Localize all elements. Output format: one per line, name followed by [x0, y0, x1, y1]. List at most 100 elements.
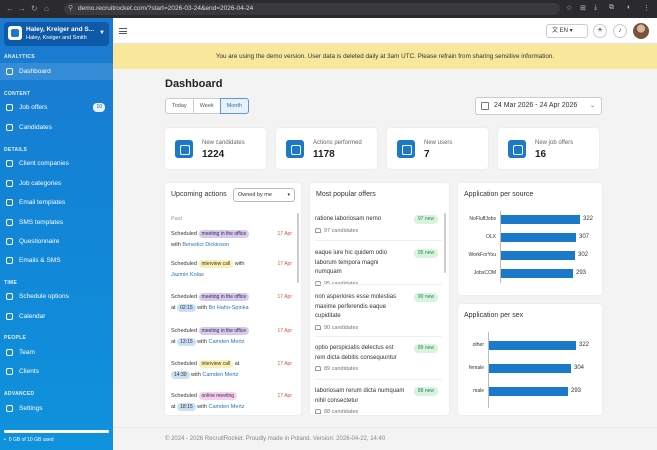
- language-label: EN: [559, 28, 569, 34]
- offer-item[interactable]: laboriosam rerum dicta numquam nihil con…: [315, 387, 440, 415]
- bookmark-icon[interactable]: ☆: [566, 5, 573, 12]
- action-item: Scheduled meeting in the office at 13:15…: [171, 326, 295, 348]
- offer-item[interactable]: non asperiores esse molestias maxime per…: [315, 293, 440, 333]
- forward-icon[interactable]: →: [18, 4, 26, 13]
- owner-filter-select[interactable]: Owned by me ▾: [233, 188, 295, 202]
- extensions-icon[interactable]: ⧉: [609, 4, 614, 11]
- divider: [315, 379, 442, 380]
- sidebar-item-clients[interactable]: Clients: [0, 363, 113, 380]
- download-icon[interactable]: ⤓: [594, 4, 598, 11]
- scrollbar[interactable]: [297, 213, 299, 283]
- candidate-link[interactable]: Camden Mertz: [208, 404, 245, 410]
- back-icon[interactable]: ←: [6, 4, 14, 13]
- stat-label: New users: [424, 140, 453, 146]
- chart-bar[interactable]: [489, 387, 568, 396]
- stat-value: 1178: [313, 149, 335, 160]
- action-type-pill: online meeting: [198, 392, 238, 400]
- candidate-link[interactable]: Camden Mertz: [202, 372, 239, 378]
- sidebar-item-team[interactable]: Team: [0, 344, 113, 361]
- date-range-picker[interactable]: 24 Mar 2026 - 24 Apr 2026 ⌄: [475, 97, 602, 115]
- sidebar: Haley, Kreiger and S... Haley, Kreiger a…: [0, 18, 113, 450]
- calendar-icon: [6, 313, 13, 320]
- action-text: with: [197, 404, 207, 410]
- candidate-link[interactable]: Camden Mertz: [208, 339, 245, 345]
- theme-toggle-sun-icon[interactable]: ☀: [593, 24, 607, 38]
- range-today-button[interactable]: Today: [165, 98, 194, 114]
- sidebar-item-questionnaire[interactable]: Questionnaire: [0, 233, 113, 250]
- address-bar[interactable]: ⚲ demo.recruitrocket.com/?start=2026-03-…: [64, 3, 560, 15]
- offer-item[interactable]: eaque iure hic quidem odio laborum tempo…: [315, 249, 440, 289]
- candidate-link[interactable]: Bo Hahn-Spinka: [208, 305, 249, 311]
- sidebar-item-emails-sms[interactable]: Emails & SMS: [0, 252, 113, 269]
- offer-item[interactable]: optio perspiciatis delectus est rem dict…: [315, 344, 440, 375]
- sidebar-item-email-templates[interactable]: Email templates: [0, 194, 113, 211]
- chart-bar[interactable]: [489, 341, 576, 350]
- dashboard-icon: [6, 68, 13, 75]
- sidebar-item-job-offers[interactable]: Job offers 10: [0, 99, 113, 116]
- sidebar-item-schedule-options[interactable]: Schedule options: [0, 288, 113, 305]
- applications-per-source-panel: Application per source NoFluffJobs 322 OLX…: [458, 183, 602, 295]
- user-avatar[interactable]: [633, 23, 649, 39]
- offer-item[interactable]: ratione laboriosam nemo 97 new 97 candid…: [315, 215, 440, 236]
- scrollbar[interactable]: [444, 213, 446, 273]
- candidate-link[interactable]: Jazmin Kolas: [171, 272, 204, 278]
- candidate-link[interactable]: Benedict Dickinson: [182, 242, 230, 248]
- org-name: Haley, Kreiger and S...: [26, 26, 95, 33]
- sidebar-item-sms-templates[interactable]: SMS templates: [0, 214, 113, 231]
- storage-usage: ▪ 0 GB of 10 GB used: [4, 430, 109, 443]
- chart-bar[interactable]: [489, 364, 571, 373]
- org-logo: [8, 26, 22, 40]
- sidebar-item-dashboard[interactable]: Dashboard: [0, 63, 113, 80]
- sidebar-item-calendar[interactable]: Calendar: [0, 308, 113, 325]
- profile-icon[interactable]: ◐: [627, 4, 632, 11]
- chart-bar[interactable]: [501, 215, 580, 224]
- sidebar-item-label: Settings: [19, 405, 43, 412]
- hamburger-menu-icon[interactable]: [119, 28, 127, 34]
- action-text: at: [171, 404, 176, 410]
- chart-bar[interactable]: [501, 233, 576, 242]
- range-month-button[interactable]: Month: [219, 98, 249, 114]
- stat-card-new-job-offers: New job offers 16: [498, 128, 599, 169]
- chat-icon: [6, 219, 13, 226]
- new-count-badge: 88 new: [413, 387, 438, 396]
- range-toggle: Today Week Month: [165, 98, 249, 114]
- envelope-icon: [6, 257, 13, 264]
- site-info-icon[interactable]: ⚲: [68, 5, 74, 12]
- chart-bar[interactable]: [501, 251, 575, 260]
- sidebar-item-candidates[interactable]: Candidates: [0, 119, 113, 136]
- chart-value-label: 293: [576, 270, 587, 276]
- add-user-icon: [175, 140, 193, 158]
- gear-icon: [6, 405, 13, 412]
- chart-value-label: 293: [571, 388, 582, 394]
- translate-icon[interactable]: ⊞: [580, 5, 586, 12]
- action-text: with: [197, 305, 207, 311]
- tag-icon: [6, 180, 13, 187]
- language-selector[interactable]: 文 EN ▾: [546, 24, 588, 38]
- chart-category-label: NoFluffJobs: [469, 216, 496, 222]
- section-content: CONTENT: [4, 91, 31, 97]
- sidebar-item-client-companies[interactable]: Client companies: [0, 155, 113, 172]
- action-text: Scheduled: [171, 328, 197, 334]
- section-details: DETAILS: [4, 147, 28, 153]
- home-icon[interactable]: ⌂: [44, 4, 49, 13]
- menu-icon[interactable]: ⋮: [643, 5, 650, 12]
- notifications-bell-icon[interactable]: ♪: [613, 24, 627, 38]
- sidebar-item-settings[interactable]: Settings: [0, 400, 113, 417]
- chart-value-label: 322: [579, 342, 590, 348]
- sidebar-item-label: Emails & SMS: [19, 257, 61, 264]
- action-text: Scheduled: [171, 231, 197, 237]
- organization-switcher[interactable]: Haley, Kreiger and S... Haley, Kreiger a…: [4, 22, 109, 46]
- storage-icon: ▪: [4, 437, 6, 443]
- sidebar-item-label: Team: [19, 349, 35, 356]
- offer-title: eaque iure hic quidem odio laborum tempo…: [315, 250, 388, 275]
- action-item: Scheduled meeting in the office with Ben…: [171, 229, 295, 251]
- reload-icon[interactable]: ↻: [31, 4, 38, 13]
- stat-label: New job offers: [535, 140, 574, 146]
- sidebar-item-job-categories[interactable]: Job categories: [0, 175, 113, 192]
- section-time: TIME: [4, 280, 18, 286]
- offer-title: optio perspiciatis delectus est rem dict…: [315, 345, 397, 361]
- range-week-button[interactable]: Week: [192, 98, 221, 114]
- stat-value: 16: [535, 149, 547, 160]
- chart-bar[interactable]: [501, 269, 573, 278]
